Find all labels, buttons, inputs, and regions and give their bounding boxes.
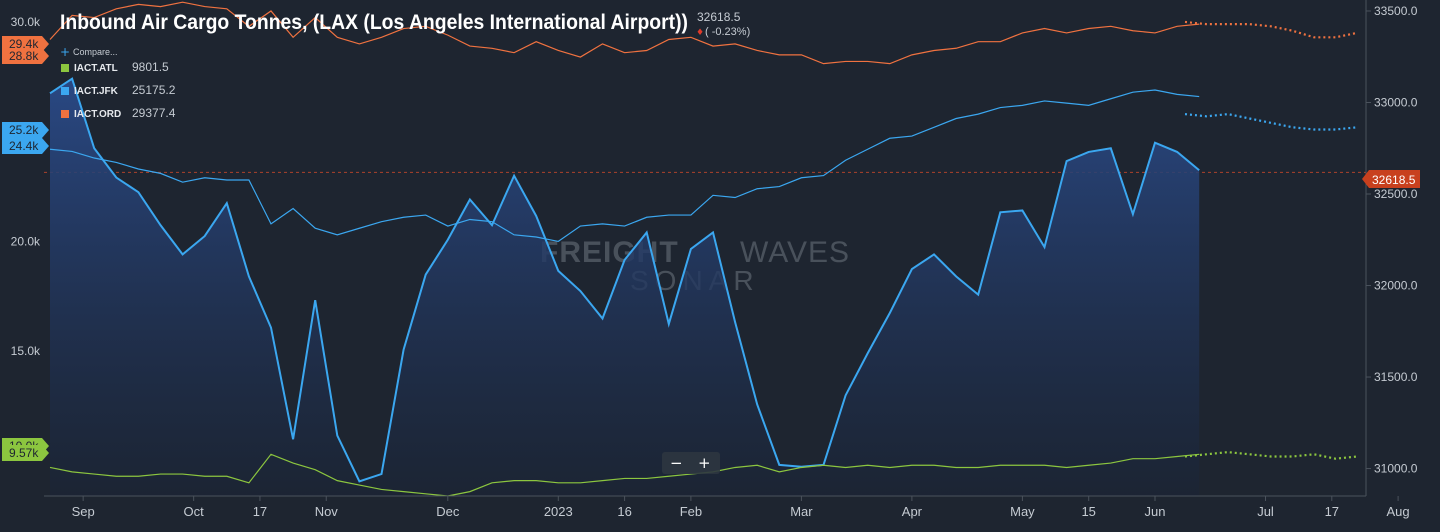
series-line-iact-atl bbox=[49, 453, 1200, 497]
right-tick-label: 32000.0 bbox=[1374, 279, 1418, 293]
legend: IACT.ATL 9801.5 IACT.JFK 25175.2 IACT.ORD 293… bbox=[61, 60, 176, 120]
current-value-tag: 32618.5 bbox=[1362, 170, 1420, 188]
left-tick-label: 20.0k bbox=[11, 234, 41, 248]
legend-value: 25175.2 bbox=[132, 83, 176, 97]
legend-value: 9801.5 bbox=[132, 60, 169, 74]
x-tick-label: Dec bbox=[436, 504, 460, 519]
series-line-lax bbox=[49, 77, 1200, 483]
x-axis: Sep Oct 17 Nov Dec 2023 16 Feb Mar Apr May 15 Jun Jul… bbox=[72, 496, 1410, 519]
right-tick-label: 33000.0 bbox=[1374, 95, 1418, 109]
change-arrow-icon: ♦ bbox=[696, 28, 704, 38]
left-tag-text: 24.4k bbox=[9, 139, 39, 153]
left-tick-label: 15.0k bbox=[11, 344, 41, 358]
x-tick-label: Aug bbox=[1387, 504, 1410, 519]
left-tag-text: 28.8k bbox=[9, 49, 39, 63]
x-tick-label: May bbox=[1010, 504, 1035, 519]
right-tick-label: 32500.0 bbox=[1374, 187, 1418, 201]
current-value: 32618.5 bbox=[697, 10, 741, 24]
series-area-lax bbox=[50, 78, 1200, 496]
chart-title: Inbound Air Cargo Tonnes, (LAX (Los Ange… bbox=[60, 11, 688, 34]
right-tick-label: 33500.0 bbox=[1374, 4, 1418, 18]
x-tick-label: 16 bbox=[617, 504, 631, 519]
series-forecast-iact-atl bbox=[1184, 451, 1358, 460]
x-tick-label: Jul bbox=[1257, 504, 1274, 519]
plus-icon: + bbox=[60, 45, 70, 59]
left-tag-text: 25.2k bbox=[9, 123, 39, 137]
legend-value: 29377.4 bbox=[132, 106, 176, 120]
legend-swatch bbox=[61, 87, 69, 95]
left-tag-text: 9.57k bbox=[9, 446, 39, 460]
compare-label: Compare... bbox=[73, 47, 118, 57]
x-tick-label: 17 bbox=[253, 504, 267, 519]
series-line-iact-jfk bbox=[49, 89, 1200, 243]
zoom-out-button[interactable]: − bbox=[670, 454, 683, 472]
right-tick-label: 31500.0 bbox=[1374, 370, 1418, 384]
left-tag-shape bbox=[2, 445, 49, 461]
x-tick-label: 2023 bbox=[544, 504, 573, 519]
x-tick-label: 17 bbox=[1325, 504, 1339, 519]
legend-swatch bbox=[61, 64, 69, 72]
watermark-waves: WAVES bbox=[740, 236, 850, 269]
left-tag-shape bbox=[2, 138, 49, 154]
left-tag-shape bbox=[2, 122, 49, 138]
legend-swatch bbox=[61, 110, 69, 118]
current-value-tag-text: 32618.5 bbox=[1372, 173, 1416, 187]
series-forecast-iact-ord bbox=[1184, 20, 1358, 39]
x-tick-label: Nov bbox=[315, 504, 339, 519]
left-tag-text: 29.4k bbox=[9, 37, 39, 51]
change-value: ( -0.23%) bbox=[705, 26, 750, 38]
x-tick-label: Sep bbox=[72, 504, 95, 519]
x-tick-label: Oct bbox=[184, 504, 205, 519]
x-tick-label: 15 bbox=[1081, 504, 1095, 519]
x-tick-label: Feb bbox=[680, 504, 702, 519]
compare-button[interactable]: + Compare... bbox=[60, 45, 118, 59]
left-axis: 15.0k 20.0k 30.0k bbox=[11, 15, 41, 358]
current-value-tag-shape bbox=[1362, 170, 1420, 188]
left-tick-label: 30.0k bbox=[11, 15, 41, 29]
legend-symbol: IACT.ORD bbox=[74, 109, 121, 120]
right-tick-label: 31000.0 bbox=[1374, 462, 1418, 476]
right-axis: 31000.0 31500.0 32000.0 32500.0 33000.0 33500… bbox=[1366, 4, 1418, 476]
series-layer bbox=[44, 1, 1366, 497]
zoom-controls-bg bbox=[662, 452, 720, 474]
series-line-iact-ord bbox=[49, 1, 1200, 65]
x-tick-label: Apr bbox=[902, 504, 923, 519]
legend-symbol: IACT.ATL bbox=[74, 63, 118, 74]
x-tick-label: Mar bbox=[790, 504, 813, 519]
zoom-controls: − + bbox=[662, 452, 720, 474]
legend-symbol: IACT.JFK bbox=[74, 86, 119, 97]
x-tick-label: Jun bbox=[1145, 504, 1166, 519]
left-tag-shape bbox=[2, 48, 49, 64]
zoom-in-button[interactable]: + bbox=[698, 454, 711, 472]
